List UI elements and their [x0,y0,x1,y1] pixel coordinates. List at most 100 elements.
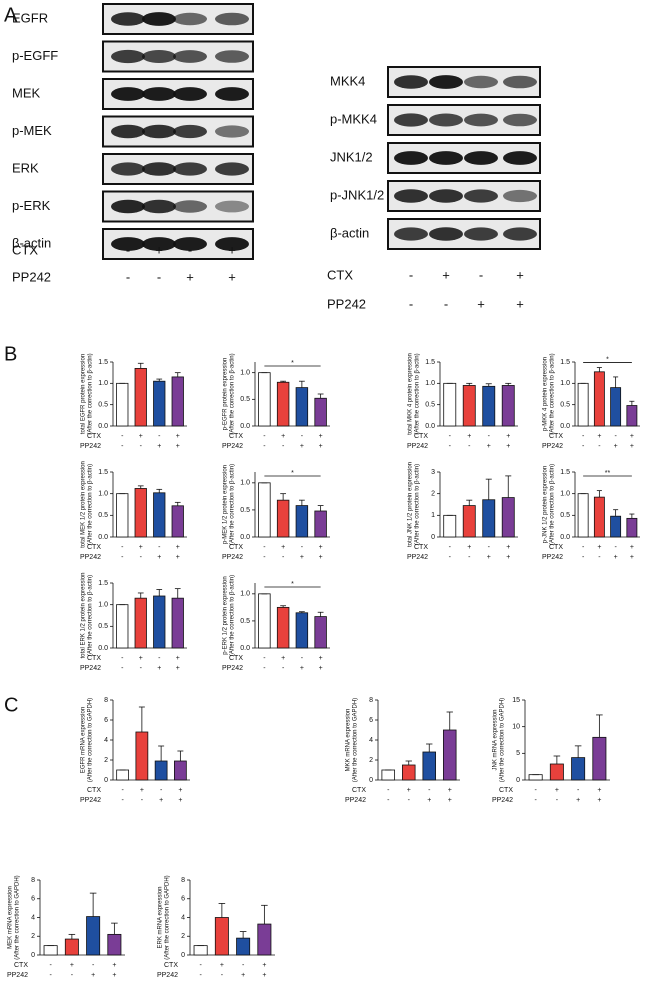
condition-mark: + [262,962,266,969]
y-axis-label: p-MKK 4 protein expression [543,357,549,431]
blot-label: EGFR [12,10,48,25]
bar [314,616,327,649]
bar [482,499,496,538]
condition-name: PP242 [345,797,366,804]
blot-label: p-JNK1/2 [330,187,384,202]
bar [134,597,147,649]
condition-mark: - [263,655,266,662]
y-tick-label: 3 [431,469,435,476]
y-tick-label: 0.5 [98,402,108,409]
bar [295,612,309,649]
y-tick-label: 8 [369,697,373,704]
condition-mark: + [448,797,452,804]
y-tick-label: 1.5 [425,359,435,366]
condition-mark: + [157,665,161,672]
blot-band [394,113,428,127]
condition-mark: + [70,962,74,969]
y-axis-label: (After the correction to GAPDH) [500,698,506,782]
bar [462,385,476,427]
condition-mark: + [467,544,471,551]
condition-mark: - [488,544,491,551]
y-tick-label: 0.0 [98,423,108,430]
y-tick-label: 0.5 [240,396,250,403]
bar [295,505,309,538]
condition-name: CTX [549,433,563,440]
condition-mark: + [630,433,634,440]
panel-label: B [4,343,17,365]
condition-name: CTX [87,655,101,662]
condition-mark: + [157,554,161,561]
y-tick-label: 5 [516,750,520,757]
y-axis-label: p-MEK 1/2 protein expression [223,465,229,544]
condition-mark: - [221,972,224,979]
condition-mark: + [467,433,471,440]
blot-band [173,50,207,63]
condition-mark: - [301,544,304,551]
y-axis-label: (After the correction to β-actin) [88,464,94,545]
bar [276,606,290,649]
condition-mark: + [176,544,180,551]
condition-mark: + [630,544,634,551]
condition-mark: - [126,269,130,284]
y-axis-label: total MKK 4 protein expression [408,353,414,435]
condition-mark: + [427,797,431,804]
condition-mark: + [477,296,485,311]
blot-band [111,49,145,64]
y-axis-label: (After the correction to β-actin) [415,353,421,434]
condition-name: CTX [87,787,101,794]
bar [501,497,515,538]
bar [501,385,515,427]
bar [171,376,184,427]
y-tick-label: 1.0 [240,480,250,487]
condition-mark: + [487,554,491,561]
bar [571,757,586,781]
condition-mark: - [387,787,390,794]
condition-mark: + [186,269,194,284]
bar [381,769,396,781]
blot-band [215,162,249,176]
bar [549,763,564,781]
y-tick-label: 1.0 [560,491,570,498]
condition-mark: - [158,433,161,440]
condition-name: CTX [229,655,243,662]
y-tick-label: 2 [369,757,373,764]
y-tick-label: 0 [31,952,35,959]
bar [43,945,58,956]
condition-mark: - [242,962,245,969]
condition-mark: - [468,443,471,450]
bar [610,387,622,427]
condition-name: CTX [87,433,101,440]
blot-band [429,227,463,241]
y-axis-label: p-EGFR protein expression [223,358,229,431]
condition-mark: - [479,267,483,282]
blot-band [142,50,176,63]
y-tick-label: 1.0 [425,380,435,387]
condition-mark: - [428,787,431,794]
bar [314,510,327,538]
y-axis-label: EGFR mRNA expression [81,707,87,773]
y-tick-label: 0.0 [240,423,250,430]
bar [528,774,543,781]
blot-band [173,87,207,101]
bar [592,736,607,781]
bar [171,597,184,649]
condition-mark: - [577,787,580,794]
y-axis-label: p-ERK 1/2 protein expression [223,576,229,654]
y-tick-label: 6 [369,717,373,724]
condition-mark: + [178,797,182,804]
y-tick-label: 0.0 [560,423,570,430]
blot-band [503,189,537,203]
condition-name: CTX [229,433,243,440]
condition-mark: - [582,433,585,440]
y-axis-label: (After the correction to β-actin) [88,353,94,434]
bar [116,604,129,649]
y-axis-label: ERK mRNA expression [158,886,164,948]
blot-band [142,87,176,101]
condition-mark: - [449,554,452,561]
blot-band [142,12,176,26]
condition-mark: - [121,655,124,662]
condition-mark: - [301,433,304,440]
significance-label: * [291,470,294,477]
bar [154,760,168,781]
condition-name: CTX [549,544,563,551]
